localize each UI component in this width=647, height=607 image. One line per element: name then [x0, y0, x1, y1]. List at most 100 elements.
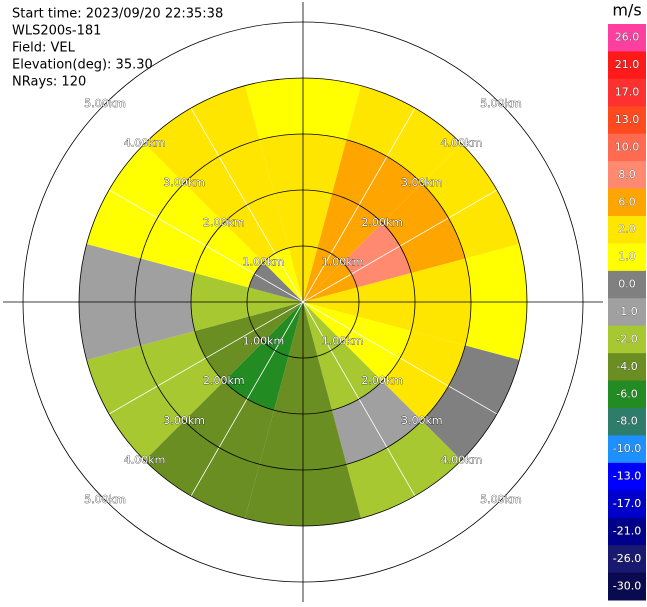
header-line: NRays: 120: [12, 75, 86, 90]
colorbar-label: -6.0: [616, 387, 637, 400]
colorbar-label: 1.0: [618, 250, 636, 263]
range-label: 1.00km: [243, 255, 285, 268]
colorbar-label: 13.0: [615, 113, 640, 126]
colorbar-block: [608, 545, 646, 574]
spoke: [162, 59, 444, 545]
colorbar-title: m/s: [612, 1, 641, 20]
range-label: 5.00km: [84, 97, 126, 110]
colorbar-label: 26.0: [615, 31, 640, 44]
velocity-cell: [346, 85, 462, 184]
velocity-cell: [303, 262, 358, 302]
colorbar-block: [608, 216, 646, 244]
range-label: 2.00km: [361, 216, 403, 229]
colorbar-block: [608, 353, 646, 382]
velocity-cell: [86, 345, 185, 461]
velocity-cell: [303, 302, 358, 342]
velocity-cell: [184, 381, 275, 465]
range-label: 2.00km: [361, 374, 403, 387]
colorbar-block: [608, 24, 646, 52]
colorbar-label: 21.0: [615, 58, 640, 71]
colorbar-label: 0.0: [618, 278, 636, 291]
velocity-cell: [140, 183, 224, 274]
velocity-cell: [223, 341, 289, 411]
range-ring: [78, 77, 528, 527]
velocity-cell: [223, 193, 289, 263]
colorbar-label: -17.0: [613, 497, 641, 510]
velocity-cell: [342, 222, 412, 288]
colorbar-block: [608, 408, 646, 436]
velocity-cell: [342, 316, 412, 382]
colorbar-block: [608, 133, 646, 162]
range-ring: [134, 133, 472, 471]
range-label: 3.00km: [401, 176, 443, 189]
range-label: 2.00km: [203, 374, 245, 387]
colorbar-block: [608, 490, 646, 519]
colorbar-label: 10.0: [615, 140, 640, 153]
range-ring: [22, 21, 584, 583]
velocity-cell: [263, 247, 303, 302]
header-line: Elevation(deg): 35.30: [12, 58, 153, 73]
header-line: Start time: 2023/09/20 22:35:38: [12, 7, 223, 22]
range-label: 4.00km: [124, 137, 166, 150]
velocity-cell: [184, 139, 275, 223]
colorbar-block: [608, 270, 646, 299]
velocity-cell: [248, 262, 303, 302]
colorbar-block: [608, 462, 646, 491]
velocity-cell: [263, 302, 303, 357]
colorbar-label: -21.0: [613, 524, 641, 537]
colorbar-block: [608, 188, 646, 217]
velocity-cell: [317, 193, 383, 263]
velocity-cell: [144, 85, 260, 184]
velocity-cell: [421, 345, 520, 461]
velocity-cell: [194, 316, 264, 382]
range-label: 3.00km: [401, 414, 443, 427]
velocity-cell: [248, 302, 303, 342]
range-label: 1.00km: [243, 335, 285, 348]
colorbar-label: -10.0: [613, 442, 641, 455]
velocity-cell: [382, 330, 466, 421]
range-label: 4.00km: [441, 137, 483, 150]
colorbar-label: -13.0: [613, 470, 641, 483]
velocity-cell: [382, 183, 466, 274]
range-label: 5.00km: [84, 493, 126, 506]
range-label: 2.00km: [203, 216, 245, 229]
colorbar-block: [608, 243, 646, 272]
range-ring: [190, 189, 416, 415]
colorbar-block: [608, 380, 646, 409]
velocity-cell: [346, 420, 462, 519]
colorbar-block: [608, 51, 646, 80]
colorbar-label: -1.0: [616, 305, 637, 318]
velocity-cell: [194, 222, 264, 288]
colorbar-block: [608, 435, 646, 464]
colorbar-block: [608, 106, 646, 135]
range-label: 4.00km: [124, 453, 166, 466]
colorbar-label: 2.0: [618, 223, 636, 236]
range-label: 3.00km: [163, 414, 205, 427]
colorbar-label: 6.0: [618, 195, 636, 208]
colorbar-block: [608, 298, 646, 327]
velocity-cell: [86, 143, 185, 259]
colorbar-label: 8.0: [618, 168, 636, 181]
colorbar-label: -26.0: [613, 552, 641, 565]
colorbar-label: 17.0: [615, 86, 640, 99]
colorbar-block: [608, 517, 646, 546]
range-label: 5.00km: [480, 493, 522, 506]
range-ring: [246, 245, 360, 359]
colorbar-block: [608, 572, 646, 601]
colorbar-block: [608, 161, 646, 190]
velocity-cell: [317, 341, 383, 411]
velocity-cell: [144, 420, 260, 519]
header-line: Field: VEL: [12, 41, 76, 56]
colorbar-label: -30.0: [613, 579, 641, 592]
velocity-cell: [140, 330, 224, 421]
velocity-cell: [331, 139, 422, 223]
colorbar-block: [608, 78, 646, 107]
velocity-cell: [421, 143, 520, 259]
range-label: 1.00km: [322, 335, 364, 348]
range-label: 4.00km: [441, 453, 483, 466]
colorbar-label: -4.0: [616, 360, 637, 373]
velocity-cell: [303, 302, 343, 357]
range-label: 3.00km: [163, 176, 205, 189]
range-label: 1.00km: [322, 255, 364, 268]
